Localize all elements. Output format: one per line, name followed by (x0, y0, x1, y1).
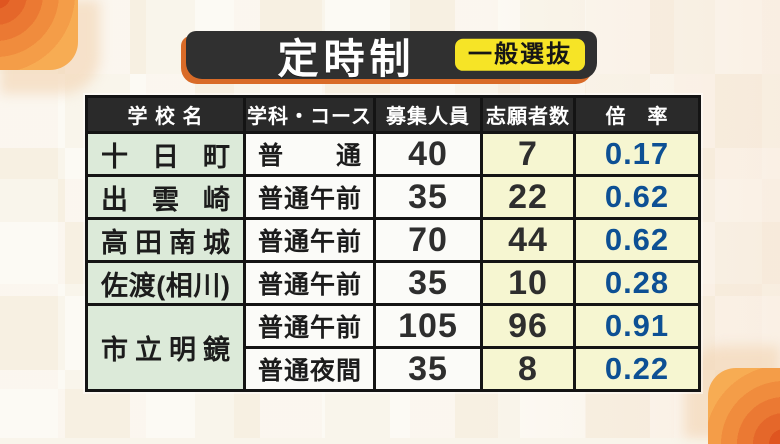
capacity-cell: 105 (373, 303, 483, 349)
ratio-cell: 0.62 (573, 217, 701, 263)
table-row: 普通夜間 35 8 0.22 (87, 346, 701, 392)
ratio-cell: 0.22 (573, 346, 701, 392)
column-header-capacity: 募集人員 (373, 95, 483, 134)
applicants-cell: 96 (480, 303, 576, 349)
applicants-cell: 22 (480, 174, 576, 220)
capacity-cell: 35 (373, 260, 483, 306)
column-header-applicants: 志願者数 (480, 95, 576, 134)
table-row: 佐渡(相川) 普通午前 35 10 0.28 (85, 260, 701, 306)
table-row: 出雲崎 普通午前 35 22 0.62 (85, 174, 701, 220)
applicants-cell: 10 (480, 260, 576, 306)
course-cell: 普通午前 (243, 303, 376, 349)
school-cell: 十日町 (85, 131, 246, 177)
table-row: 高田南城 普通午前 70 44 0.62 (85, 217, 701, 263)
table-row: 十日町 普通 40 7 0.17 (85, 131, 701, 177)
ratio-cell: 0.62 (573, 174, 701, 220)
ratio-cell: 0.91 (573, 303, 701, 349)
table-header-row: 学 校 名 学科・コース 募集人員 志願者数 倍 率 (85, 95, 701, 134)
corner-decoration-top-left (0, 0, 78, 70)
school-cell: 出雲崎 (85, 174, 246, 220)
applicants-cell: 8 (480, 346, 576, 392)
page-title: 定時制 (277, 36, 416, 82)
course-cell: 普通夜間 (243, 346, 376, 392)
capacity-cell: 35 (373, 174, 483, 220)
column-header-school: 学 校 名 (85, 95, 246, 134)
applicants-cell: 44 (480, 217, 576, 263)
capacity-cell: 40 (373, 131, 483, 177)
capacity-cell: 70 (373, 217, 483, 263)
school-cell: 高田南城 (85, 217, 246, 263)
title-bar: 定時制 一般選抜 (186, 31, 597, 82)
applicants-cell: 7 (480, 131, 576, 177)
selection-type-badge: 一般選抜 (455, 38, 585, 72)
admission-results-table: 学 校 名 学科・コース 募集人員 志願者数 倍 率 十日町 普通 40 7 0… (85, 95, 701, 392)
course-cell: 普通 (243, 131, 376, 177)
column-header-ratio: 倍 率 (573, 95, 701, 134)
school-cell-merged: 市立明鏡 (85, 303, 246, 392)
corner-decoration-bottom-right (708, 368, 780, 444)
course-cell: 普通午前 (243, 174, 376, 220)
school-cell: 佐渡(相川) (85, 260, 246, 306)
ratio-cell: 0.28 (573, 260, 701, 306)
course-cell: 普通午前 (243, 217, 376, 263)
capacity-cell: 35 (373, 346, 483, 392)
table-row: 市立明鏡 普通午前 105 96 0.91 (85, 303, 701, 392)
course-cell: 普通午前 (243, 260, 376, 306)
ratio-cell: 0.17 (573, 131, 701, 177)
column-header-course: 学科・コース (243, 95, 376, 134)
